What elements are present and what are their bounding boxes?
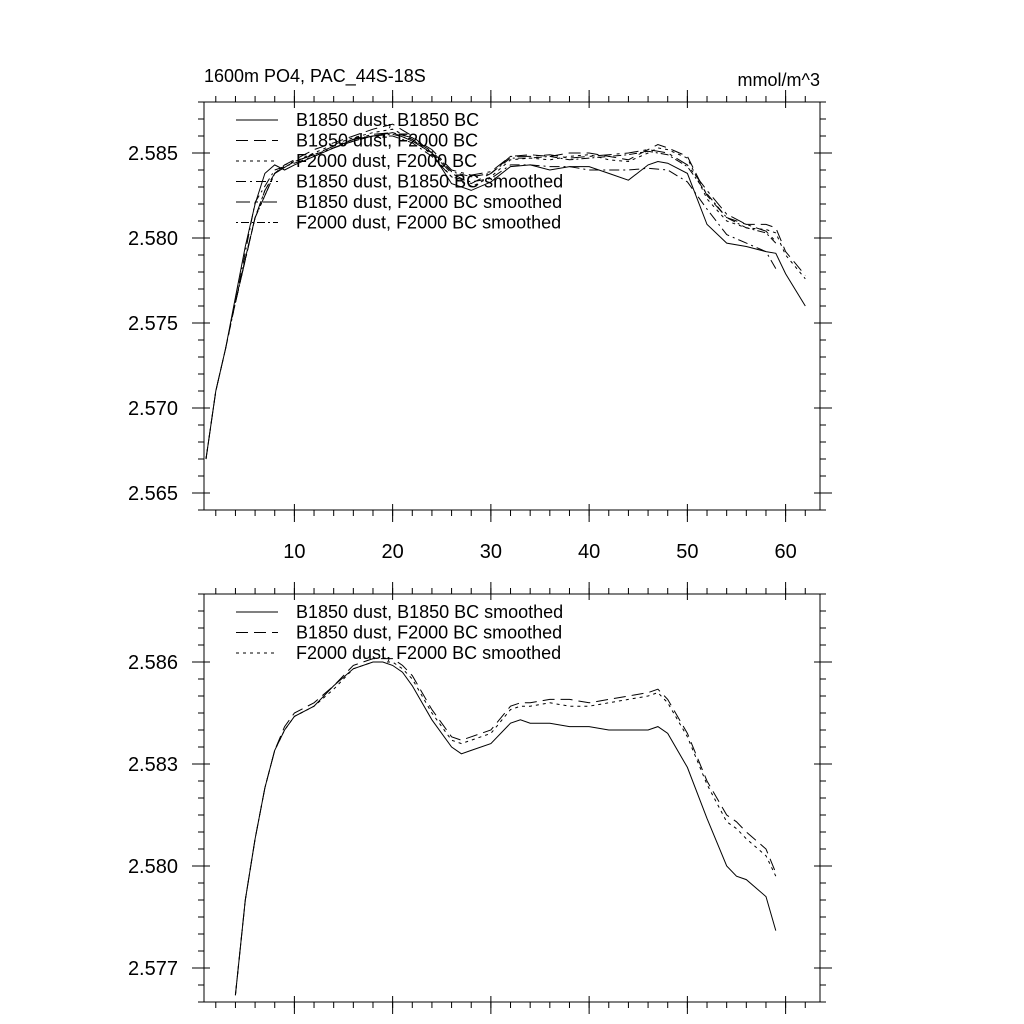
x-tick-label: 20 xyxy=(382,541,404,563)
y-tick-label: 2.575 xyxy=(128,313,178,335)
y-tick-label: 2.580 xyxy=(128,856,178,878)
bottom-panel: 2.577 2.580 2.583 2.586 B1850 dust, B1850 BC… xyxy=(128,582,832,1014)
y-tick-label: 2.580 xyxy=(128,228,178,250)
y-tick-label: 2.577 xyxy=(128,958,178,980)
x-tick-label: 10 xyxy=(283,541,305,563)
legend-entry: B1850 dust, F2000 BC xyxy=(296,131,478,151)
figure-title: 1600m PO4, PAC_44S-18S xyxy=(204,66,426,87)
series-line-2 xyxy=(234,658,777,996)
legend-entry: B1850 dust, B1850 BC smoothed xyxy=(296,602,563,622)
legend-entry: B1850 dust, B1850 BC xyxy=(296,110,479,130)
y-tick-label: 2.565 xyxy=(128,483,178,505)
series-line-1 xyxy=(234,661,777,996)
x-tick-label: 40 xyxy=(578,541,600,563)
legend-entry: F2000 dust, F2000 BC smoothed xyxy=(296,213,561,233)
x-tick-label: 60 xyxy=(774,541,796,563)
series-line-2 xyxy=(205,123,806,460)
series-line-3 xyxy=(205,128,806,460)
legend-entry: B1850 dust, F2000 BC smoothed xyxy=(296,623,562,643)
y-tick-label: 2.583 xyxy=(128,754,178,776)
legend-entry: B1850 dust, F2000 BC smoothed xyxy=(296,192,562,212)
legend-entry: F2000 dust, F2000 BC smoothed xyxy=(296,643,561,663)
series-line-1 xyxy=(205,132,806,460)
x-tick-label: 30 xyxy=(480,541,502,563)
y-tick-label: 2.570 xyxy=(128,398,178,420)
series-line-5 xyxy=(234,132,777,303)
legend-entry: F2000 dust, F2000 BC xyxy=(296,151,477,171)
units-label: mmol/m^3 xyxy=(738,70,820,90)
series-line-4 xyxy=(234,135,777,303)
y-tick-label: 2.585 xyxy=(128,143,178,165)
x-tick-label: 50 xyxy=(676,541,698,563)
series-line-6 xyxy=(234,133,777,303)
legend-entry: B1850 dust, B1850 BC smoothed xyxy=(296,172,563,192)
series-line-3 xyxy=(234,661,777,996)
y-tick-label: 2.586 xyxy=(128,652,178,674)
top-panel: 10 20 30 40 50 60 2.565 2.570 2.575 2.580 2.585 B18… xyxy=(128,90,832,563)
